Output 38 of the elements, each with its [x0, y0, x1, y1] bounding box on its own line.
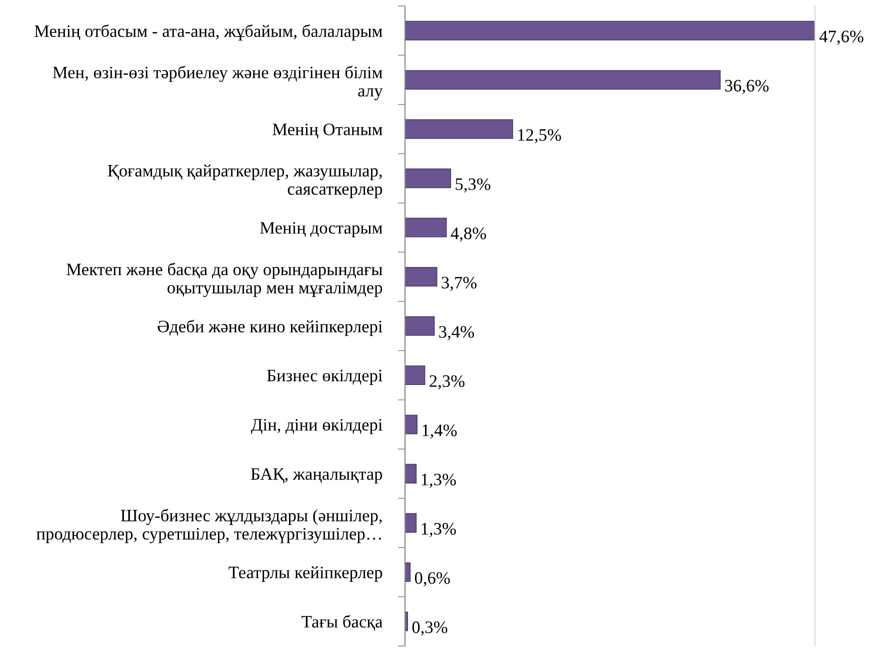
data-label: 2,3%: [430, 375, 464, 390]
data-label: 0,6%: [414, 572, 450, 586]
y-tick-label: Әдеби және кино кейіпкерлері: [158, 320, 382, 336]
bar: [405, 414, 418, 434]
data-label: 5,3%: [456, 178, 490, 193]
y-tick-label: Бизнес өкілдері: [267, 370, 382, 385]
y-tick-label: БАҚ, жаңалықтар: [250, 468, 382, 484]
data-label: 1,4%: [422, 424, 457, 439]
bar: [405, 266, 438, 287]
bar: [405, 464, 417, 484]
data-label: 47,6%: [819, 30, 864, 45]
data-label: 3,7%: [442, 276, 477, 291]
bar: [405, 365, 426, 386]
data-label: 0,3%: [412, 621, 448, 636]
bar: [405, 218, 447, 238]
y-tick-label: Шоу-бизнес жұлдыздары (әншілер, продюсерлер, суретшілер, тележүргізушілер…: [36, 508, 382, 544]
y-tick-label: Мектеп және басқа да оқу орындарындағы оқытушылар мен мұғалімдер: [66, 262, 382, 298]
y-tick-label: Менің отбасым - ата-ана, жұбайым, балаларым: [34, 24, 382, 41]
bar: [405, 562, 411, 582]
y-tick-label: Дін, діни өкілдері: [251, 418, 382, 434]
y-tick-label: Қоғамдық қайраткерлер, жазушылар, саясаткерлер: [108, 164, 382, 198]
data-label: 1,3%: [422, 522, 456, 538]
bar: [405, 20, 815, 40]
y-tick-label: Менің Отаным: [272, 124, 382, 138]
data-label: 12,5%: [518, 129, 562, 144]
data-label: 3,4%: [439, 326, 474, 340]
data-label: 1,3%: [422, 474, 456, 488]
y-tick-label: Менің достарым: [260, 222, 382, 238]
y-tick-label: Тағы басқа: [302, 615, 383, 631]
bar: [405, 70, 721, 90]
data-label: 36,6%: [725, 80, 769, 94]
y-tick-label: Театрлы кейіпкерлер: [228, 566, 382, 582]
bar: [405, 119, 514, 139]
bar: [405, 513, 417, 533]
data-label: 4,8%: [450, 228, 486, 242]
bar: [405, 316, 435, 336]
y-tick-label: Мен, өзін-өзі тәрбиелеу және өздігінен білім алу: [52, 66, 383, 100]
bar: [405, 168, 452, 188]
